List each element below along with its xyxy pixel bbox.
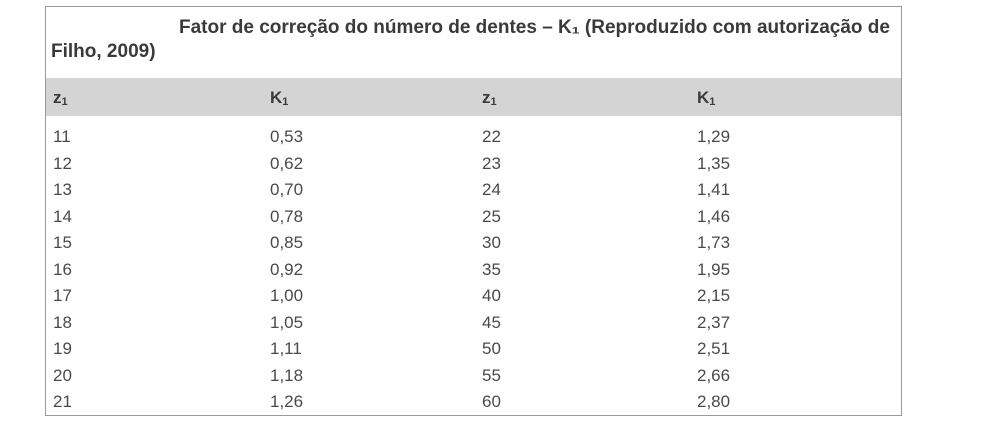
table-row: 18 1,05 45 2,37 xyxy=(46,311,901,338)
table-cell: 1,46 xyxy=(697,206,731,226)
table-row: 19 1,11 50 2,51 xyxy=(46,337,901,364)
table-cell: 1,05 xyxy=(270,312,304,332)
table-cell: 13 xyxy=(53,180,72,199)
table-row: 21 1,26 60 2,80 xyxy=(46,390,901,417)
table-row: 20 1,18 55 2,66 xyxy=(46,364,901,391)
data-table: Fator de correção do número de dentes – … xyxy=(45,6,902,416)
table-cell: 55 xyxy=(482,365,501,385)
table-row: 11 0,53 22 1,29 xyxy=(46,125,901,152)
table-cell: 2,51 xyxy=(697,339,731,358)
table-row: 14 0,78 25 1,46 xyxy=(46,205,901,232)
table-row: 15 0,85 30 1,73 xyxy=(46,231,901,258)
table-cell: 20 xyxy=(53,365,72,385)
table-cell: 1,00 xyxy=(270,286,304,305)
table-cell: 2,80 xyxy=(697,392,731,411)
table-row: 12 0,62 23 1,35 xyxy=(46,152,901,179)
table-caption: Fator de correção do número de dentes – … xyxy=(51,17,890,62)
table-row: 13 0,70 24 1,41 xyxy=(46,178,901,205)
table-cell: 0,62 xyxy=(270,153,304,173)
table-cell: 22 xyxy=(482,127,501,146)
table-cell: 45 xyxy=(482,312,501,332)
table-cell: 0,78 xyxy=(270,206,304,226)
table-cell: 1,11 xyxy=(270,339,302,358)
table-cell: 1,29 xyxy=(697,127,731,146)
table-cell: 24 xyxy=(482,180,501,199)
table-cell: 50 xyxy=(482,339,501,358)
table-cell: 25 xyxy=(482,206,501,226)
table-row: 17 1,00 40 2,15 xyxy=(46,284,901,311)
table-cell: 19 xyxy=(53,339,72,358)
table-cell: 1,35 xyxy=(697,153,731,173)
table-cell: 18 xyxy=(53,312,72,332)
table-cell: 0,53 xyxy=(270,127,304,146)
table-cell: 1,26 xyxy=(270,392,304,411)
table-cell: 11 xyxy=(53,127,71,146)
table-cell: 40 xyxy=(482,286,501,305)
table-cell: 1,73 xyxy=(697,233,731,252)
table-cell: 23 xyxy=(482,153,501,173)
table-cell: 1,18 xyxy=(270,365,304,385)
header-z1-right: z1 xyxy=(482,88,497,108)
table-cell: 60 xyxy=(482,392,501,411)
table-cell: 17 xyxy=(53,286,72,305)
table-cell: 2,15 xyxy=(697,286,731,305)
table-cell: 1,41 xyxy=(697,180,731,199)
header-k1-left: K1 xyxy=(270,88,289,108)
table-cell: 0,85 xyxy=(270,233,304,252)
table-cell: 30 xyxy=(482,233,501,252)
table-body: 11 0,53 22 1,29 12 0,62 23 1,35 13 0,70 24 1,41 14 0,… xyxy=(46,125,901,417)
header-z1-left: z1 xyxy=(53,88,68,108)
header-k1-right: K1 xyxy=(697,88,716,108)
table-cell: 12 xyxy=(53,153,72,173)
table-header-row: z1 K1 z1 K1 xyxy=(46,78,901,116)
table-cell: 35 xyxy=(482,259,501,279)
table-cell: 0,70 xyxy=(270,180,304,199)
table-cell: 15 xyxy=(53,233,72,252)
table-row: 16 0,92 35 1,95 xyxy=(46,258,901,285)
table-cell: 2,66 xyxy=(697,365,731,385)
table-cell: 1,95 xyxy=(697,259,731,279)
table-cell: 0,92 xyxy=(270,259,304,279)
table-cell: 2,37 xyxy=(697,312,731,332)
table-cell: 21 xyxy=(53,392,72,411)
table-cell: 16 xyxy=(53,259,72,279)
table-cell: 14 xyxy=(53,206,72,226)
